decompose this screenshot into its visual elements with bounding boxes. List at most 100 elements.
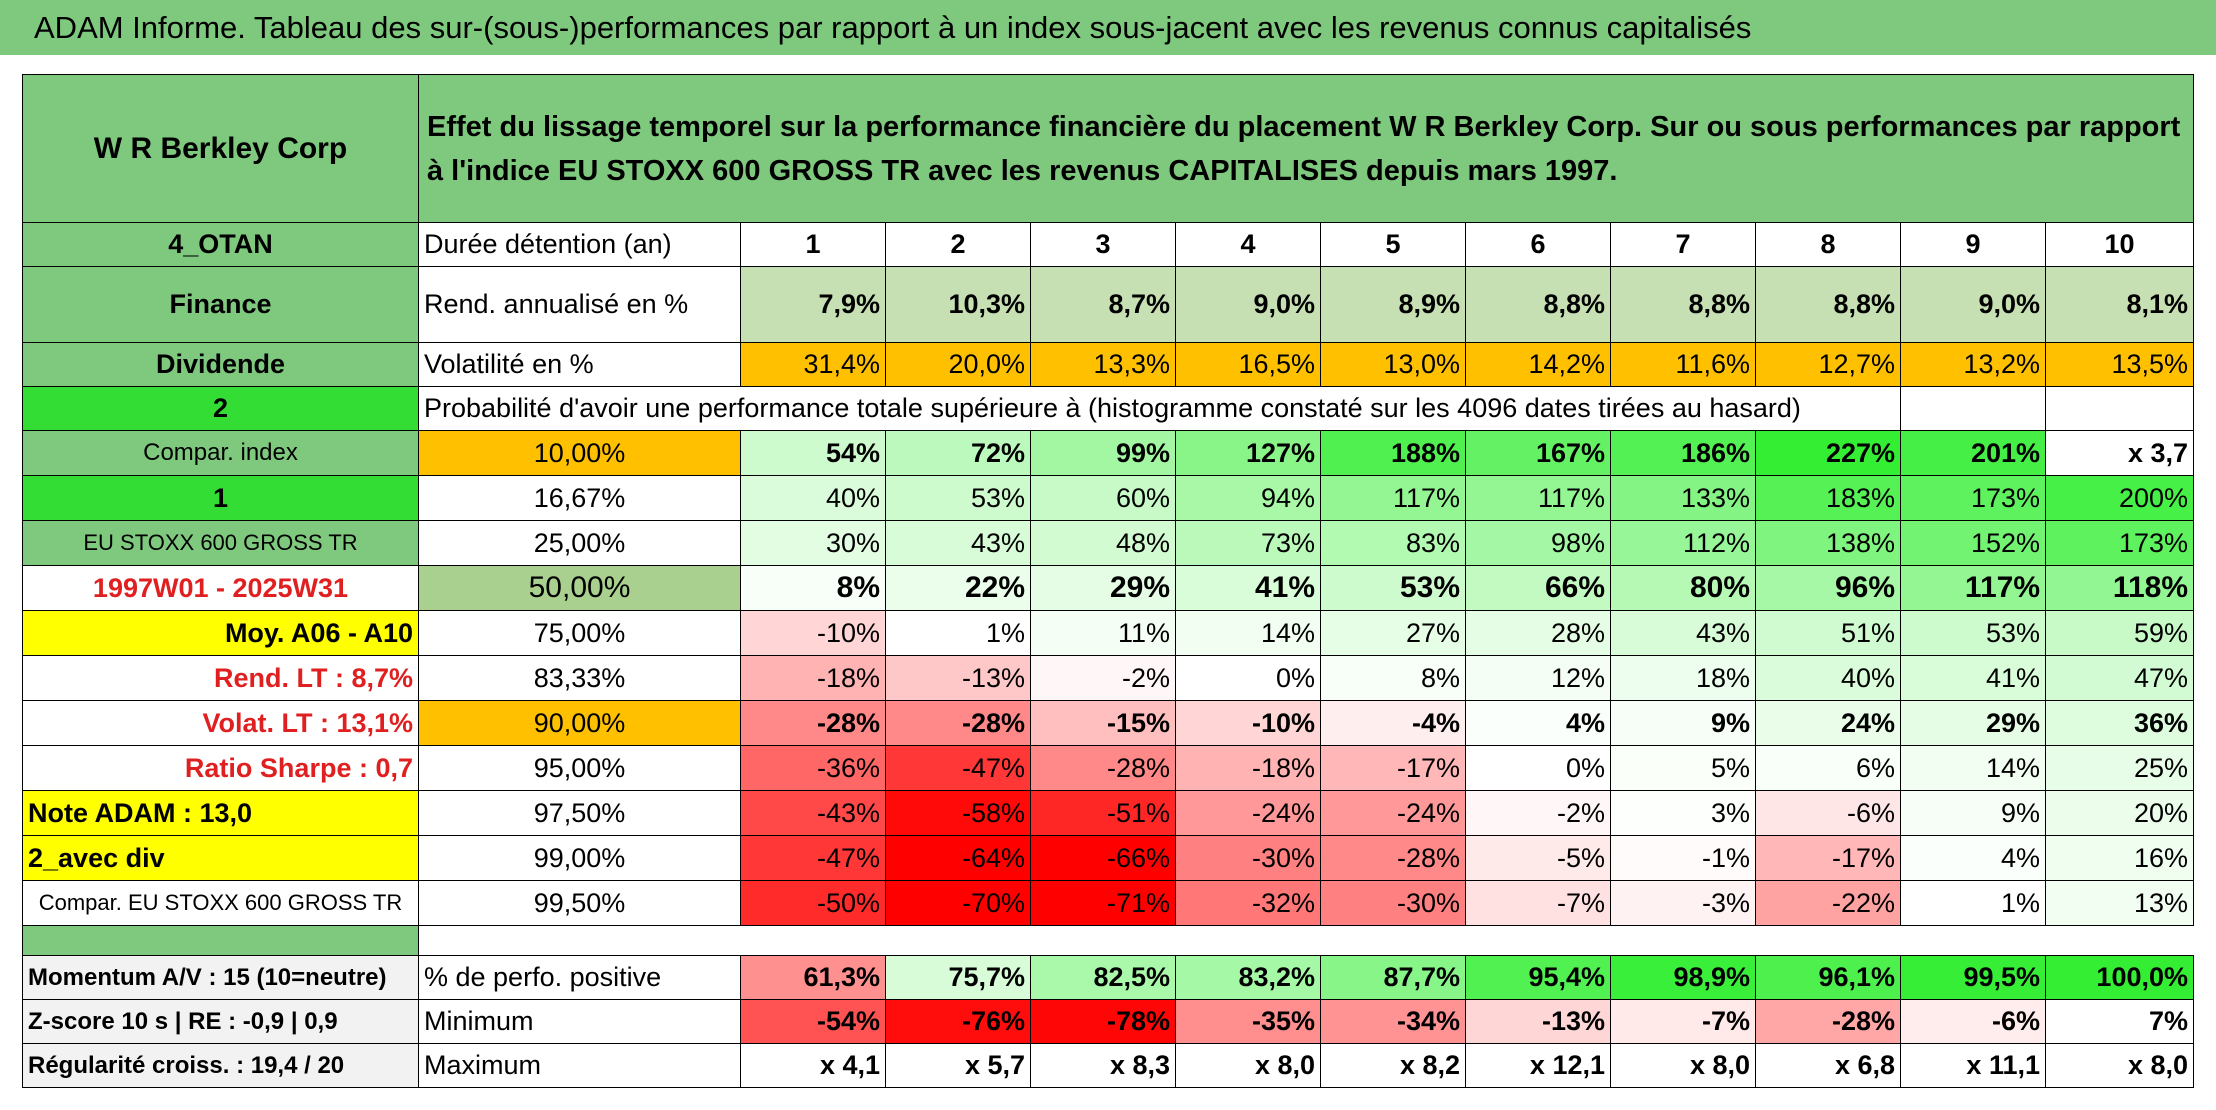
return-cell: 8,1% xyxy=(2045,266,2194,343)
table-title: Effet du lissage temporel sur la perform… xyxy=(418,74,2194,223)
duration-row: 4_OTAN Durée détention (an) 1 2 3 4 5 6 … xyxy=(22,222,2194,267)
spacer-row xyxy=(22,925,2194,956)
value-cell: 83% xyxy=(1320,520,1466,566)
percentile-row: Compar. index 10,00% 54% 72% 99% 127% 188% 167%… xyxy=(22,430,2194,476)
summary-value-cell: -54% xyxy=(740,999,886,1044)
value-cell: 200% xyxy=(2045,475,2194,521)
value-cell: -7% xyxy=(1465,880,1611,926)
value-cell: -30% xyxy=(1320,880,1466,926)
value-cell: 59% xyxy=(2045,610,2194,656)
spacer-cell xyxy=(22,925,419,956)
value-cell: 118% xyxy=(2045,565,2194,611)
percentile-row: Volat. LT : 13,1% 90,00% -28% -28% -15% -10% -… xyxy=(22,700,2194,746)
value-cell: 8% xyxy=(1320,655,1466,701)
value-cell: -66% xyxy=(1030,835,1176,881)
selector-cell-2[interactable]: 2 xyxy=(22,386,419,431)
value-cell: -28% xyxy=(885,700,1031,746)
value-cell: 47% xyxy=(2045,655,2194,701)
percentile-label: 50,00% xyxy=(418,565,741,611)
percentile-row: EU STOXX 600 GROSS TR 25,00% 30% 43% 48% 73% 8… xyxy=(22,520,2194,566)
value-cell: -22% xyxy=(1755,880,1901,926)
otan-label: 4_OTAN xyxy=(22,222,419,267)
value-cell: 3% xyxy=(1610,790,1756,836)
year-cell: 10 xyxy=(2045,222,2194,267)
percentile-row: 2_avec div 99,00% -47% -64% -66% -30% -28% -5% -… xyxy=(22,835,2194,881)
summary-row: Momentum A/V : 15 (10=neutre)% de perfo.… xyxy=(22,955,2194,1000)
duration-label: Durée détention (an) xyxy=(418,222,741,267)
value-cell: 43% xyxy=(1610,610,1756,656)
value-cell: 173% xyxy=(1900,475,2046,521)
value-cell: -47% xyxy=(740,835,886,881)
value-cell: 41% xyxy=(1175,565,1321,611)
return-cell: 8,7% xyxy=(1030,266,1176,343)
value-cell: 36% xyxy=(2045,700,2194,746)
value-cell: 138% xyxy=(1755,520,1901,566)
value-cell: 13% xyxy=(2045,880,2194,926)
percentile-row: 1 16,67% 40% 53% 60% 94% 117% 117% 133% 183% 173% 2… xyxy=(22,475,2194,521)
probability-header: Probabilité d'avoir une performance tota… xyxy=(418,386,1901,431)
year-cell: 6 xyxy=(1465,222,1611,267)
value-cell: 18% xyxy=(1610,655,1756,701)
percentile-label: 75,00% xyxy=(418,610,741,656)
summary-value-cell: 61,3% xyxy=(740,955,886,1000)
value-cell: 183% xyxy=(1755,475,1901,521)
header-row: W R Berkley Corp Effet du lissage tempor… xyxy=(22,74,2194,223)
value-cell: 0% xyxy=(1465,745,1611,791)
value-cell: 6% xyxy=(1755,745,1901,791)
value-cell: -2% xyxy=(1465,790,1611,836)
value-cell: -28% xyxy=(1320,835,1466,881)
value-cell: 98% xyxy=(1465,520,1611,566)
performance-table: W R Berkley Corp Effet du lissage tempor… xyxy=(22,74,2194,1088)
value-cell: 99% xyxy=(1030,430,1176,476)
summary-value-cell: x 6,8 xyxy=(1755,1043,1901,1088)
percentile-row: Rend. LT : 8,7% 83,33% -18% -13% -2% 0% 8% 12% 1… xyxy=(22,655,2194,701)
sector-label: Finance xyxy=(22,266,419,343)
year-cell: 3 xyxy=(1030,222,1176,267)
value-cell: 1% xyxy=(885,610,1031,656)
volatility-row: Dividende Volatilité en % 31,4% 20,0% 13… xyxy=(22,342,2194,387)
year-cell: 1 xyxy=(740,222,886,267)
side-label: Compar. index xyxy=(22,430,419,476)
value-cell: 16% xyxy=(2045,835,2194,881)
value-cell: 167% xyxy=(1465,430,1611,476)
value-cell: 9% xyxy=(1900,790,2046,836)
percentile-row: Compar. EU STOXX 600 GROSS TR 99,50% -50% -… xyxy=(22,880,2194,926)
summary-label: Minimum xyxy=(418,999,741,1044)
summary-value-cell: x 8,2 xyxy=(1320,1043,1466,1088)
value-cell: -18% xyxy=(740,655,886,701)
probability-header-row: 2 Probabilité d'avoir une performance to… xyxy=(22,386,2194,431)
summary-value-cell: -6% xyxy=(1900,999,2046,1044)
percentile-row: Note ADAM : 13,0 97,50% -43% -58% -51% -24% -2… xyxy=(22,790,2194,836)
value-cell: 28% xyxy=(1465,610,1611,656)
value-cell: 152% xyxy=(1900,520,2046,566)
value-cell: -1% xyxy=(1610,835,1756,881)
side-label[interactable]: 1 xyxy=(22,475,419,521)
percentile-label: 83,33% xyxy=(418,655,741,701)
summary-label: % de perfo. positive xyxy=(418,955,741,1000)
value-cell: 60% xyxy=(1030,475,1176,521)
value-cell: -3% xyxy=(1610,880,1756,926)
value-cell: -51% xyxy=(1030,790,1176,836)
value-cell: x 3,7 xyxy=(2045,430,2194,476)
summary-value-cell: x 12,1 xyxy=(1465,1043,1611,1088)
summary-value-cell: -28% xyxy=(1755,999,1901,1044)
value-cell: -71% xyxy=(1030,880,1176,926)
side-label: Rend. LT : 8,7% xyxy=(22,655,419,701)
value-cell: 53% xyxy=(1320,565,1466,611)
return-cell: 8,8% xyxy=(1610,266,1756,343)
spacer-cell xyxy=(419,926,2194,956)
value-cell: 4% xyxy=(1900,835,2046,881)
volatility-cell: 14,2% xyxy=(1465,342,1611,387)
value-cell: -24% xyxy=(1175,790,1321,836)
value-cell: 96% xyxy=(1755,565,1901,611)
value-cell: -30% xyxy=(1175,835,1321,881)
year-cell: 9 xyxy=(1900,222,2046,267)
value-cell: 54% xyxy=(740,430,886,476)
percentile-label: 97,50% xyxy=(418,790,741,836)
summary-value-cell: -34% xyxy=(1320,999,1466,1044)
side-label: 2_avec div xyxy=(22,835,419,881)
value-cell: -10% xyxy=(1175,700,1321,746)
value-cell: -4% xyxy=(1320,700,1466,746)
summary-value-cell: 96,1% xyxy=(1755,955,1901,1000)
value-cell: -17% xyxy=(1755,835,1901,881)
